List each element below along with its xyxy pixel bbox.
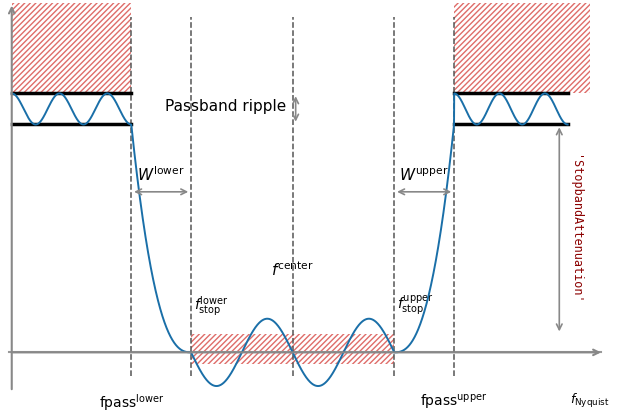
Text: $f^\mathrm{center}$: $f^\mathrm{center}$: [271, 260, 314, 279]
Text: fpass$^\mathrm{upper}$: fpass$^\mathrm{upper}$: [421, 392, 488, 411]
Text: Passband ripple: Passband ripple: [165, 99, 287, 114]
Text: $W^\mathrm{upper}$: $W^\mathrm{upper}$: [399, 167, 449, 184]
Text: 'StopbandAttenuation': 'StopbandAttenuation': [568, 155, 581, 304]
Text: $f^\mathrm{lower}_\mathrm{stop}$: $f^\mathrm{lower}_\mathrm{stop}$: [194, 294, 228, 318]
Text: fpass$^\mathrm{lower}$: fpass$^\mathrm{lower}$: [98, 392, 164, 413]
Text: $f^\mathrm{upper}_\mathrm{stop}$: $f^\mathrm{upper}_\mathrm{stop}$: [398, 294, 434, 317]
Text: $f_\mathrm{Nyquist}$: $f_\mathrm{Nyquist}$: [570, 392, 610, 410]
Text: $W^\mathrm{lower}$: $W^\mathrm{lower}$: [138, 166, 185, 184]
